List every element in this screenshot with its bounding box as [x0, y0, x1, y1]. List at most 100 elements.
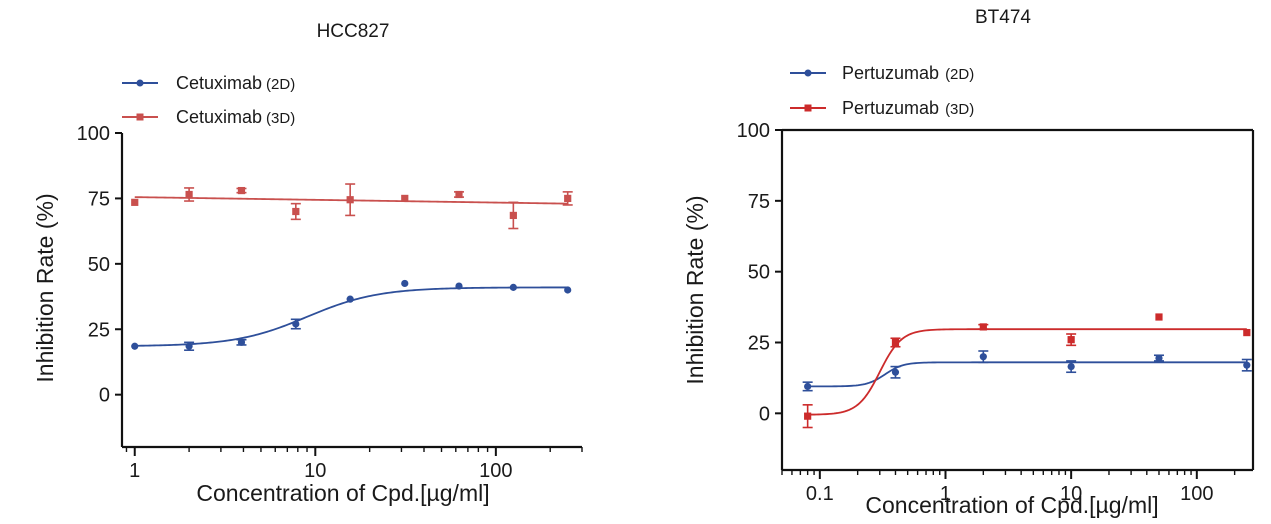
point-marker: [564, 286, 572, 294]
data-point: [184, 341, 195, 351]
point-marker: [1155, 354, 1163, 362]
legend: Cetuximab (2D) Cetuximab (3D): [122, 73, 295, 127]
y-tick-label: 50: [748, 262, 770, 284]
chart-hcc827: HCC827 Cetuximab (2D) Cetuximab (3D) Inhib…: [32, 21, 583, 506]
y-tick-label: 0: [759, 403, 770, 425]
data-point: [1243, 328, 1251, 337]
point-marker: [237, 338, 246, 346]
data-point: [236, 186, 247, 195]
point-marker: [1243, 328, 1251, 337]
ticks: 0 25 50 75 100 1 10 100: [77, 123, 583, 482]
data-point: [1155, 313, 1163, 321]
legend-marker: [804, 104, 812, 112]
data-point: [184, 187, 195, 202]
data-point: [236, 338, 247, 346]
x-tick-label: 0.1: [806, 483, 834, 505]
data-point: [131, 342, 139, 350]
legend: Pertuzumab (2D) Pertuzumab (3D): [790, 63, 974, 118]
fit-curves: [134, 196, 568, 347]
axes: [780, 128, 1255, 472]
x-tick-label: 1: [940, 483, 951, 505]
data-point: [562, 191, 573, 206]
point-marker: [1243, 361, 1251, 369]
data-point: [978, 323, 989, 331]
data-points: [802, 313, 1252, 429]
point-marker: [185, 190, 193, 199]
y-tick-label: 25: [88, 319, 110, 341]
x-tick-label: 100: [479, 460, 512, 482]
data-point: [1066, 333, 1077, 347]
y-tick-label: 100: [737, 120, 770, 142]
legend-entry-3d: Cetuximab (3D): [122, 107, 295, 127]
data-point: [346, 295, 354, 303]
data-point: [401, 194, 409, 203]
y-axis-label: Inhibition Rate (%): [32, 193, 58, 382]
point-marker: [292, 320, 300, 328]
point-marker: [237, 186, 246, 195]
data-point: [564, 286, 572, 294]
point-marker: [1067, 362, 1075, 371]
point-marker: [891, 338, 900, 347]
point-marker: [1067, 336, 1075, 344]
x-tick-label: 100: [1180, 483, 1213, 505]
y-tick-label: 75: [88, 188, 110, 210]
data-point: [509, 283, 517, 291]
y-tick-label: 75: [748, 191, 770, 213]
data-point: [1153, 354, 1164, 362]
x-axis-label: Concentration of Cpd.[µg/ml]: [865, 492, 1158, 518]
fit-curve: [807, 328, 1247, 416]
x-tick-label: 1: [129, 460, 140, 482]
point-marker: [979, 353, 987, 361]
data-point: [802, 381, 813, 392]
point-marker: [564, 194, 572, 203]
point-marker: [804, 382, 812, 391]
x-tick-label: 10: [304, 460, 326, 482]
x-axis-label: Concentration of Cpd.[µg/ml]: [196, 480, 489, 506]
legend-entry-3d: Pertuzumab (3D): [790, 98, 974, 118]
x-tick-label: 10: [1060, 483, 1082, 505]
y-tick-label: 100: [77, 123, 110, 145]
y-tick-label: 0: [99, 385, 110, 407]
data-points: [131, 183, 573, 351]
data-point: [453, 190, 464, 199]
point-marker: [131, 342, 139, 350]
data-point: [508, 201, 519, 230]
fit-curve: [807, 361, 1247, 388]
y-tick-label: 25: [748, 333, 770, 355]
legend-entry-2d: Pertuzumab (2D): [790, 63, 974, 83]
point-marker: [509, 211, 517, 220]
legend-label: Pertuzumab (2D): [842, 63, 974, 83]
point-marker: [804, 412, 812, 420]
chart-title: BT474: [975, 7, 1031, 28]
data-point: [401, 279, 409, 288]
point-marker: [979, 323, 987, 331]
data-point: [802, 404, 813, 429]
chart-bt474: BT474 Pertuzumab (2D) Pertuzumab (3D) Inhi…: [682, 7, 1255, 518]
y-tick-label: 50: [88, 254, 110, 276]
point-marker: [509, 283, 517, 291]
point-marker: [455, 190, 463, 199]
data-point: [345, 183, 356, 217]
legend-entry-2d: Cetuximab (2D): [122, 73, 295, 93]
y-axis-label: Inhibition Rate (%): [682, 195, 708, 384]
fit-curves: [807, 328, 1247, 416]
point-marker: [131, 198, 139, 206]
point-marker: [401, 279, 409, 288]
point-marker: [455, 282, 463, 290]
legend-marker: [136, 79, 144, 87]
data-point: [1241, 358, 1252, 372]
point-marker: [346, 196, 354, 204]
ticks: 0 25 50 75 100 0.1 1 10 100: [737, 120, 1236, 505]
data-point: [978, 350, 989, 364]
point-marker: [401, 194, 409, 203]
data-point: [890, 365, 901, 379]
chart-title: HCC827: [317, 21, 390, 42]
point-marker: [1155, 313, 1163, 321]
point-marker: [185, 342, 193, 350]
legend-marker: [804, 69, 812, 77]
point-marker: [346, 295, 354, 303]
legend-label: Pertuzumab (3D): [842, 98, 974, 118]
data-point: [1066, 360, 1077, 374]
legend-label: Cetuximab (2D): [176, 73, 295, 93]
